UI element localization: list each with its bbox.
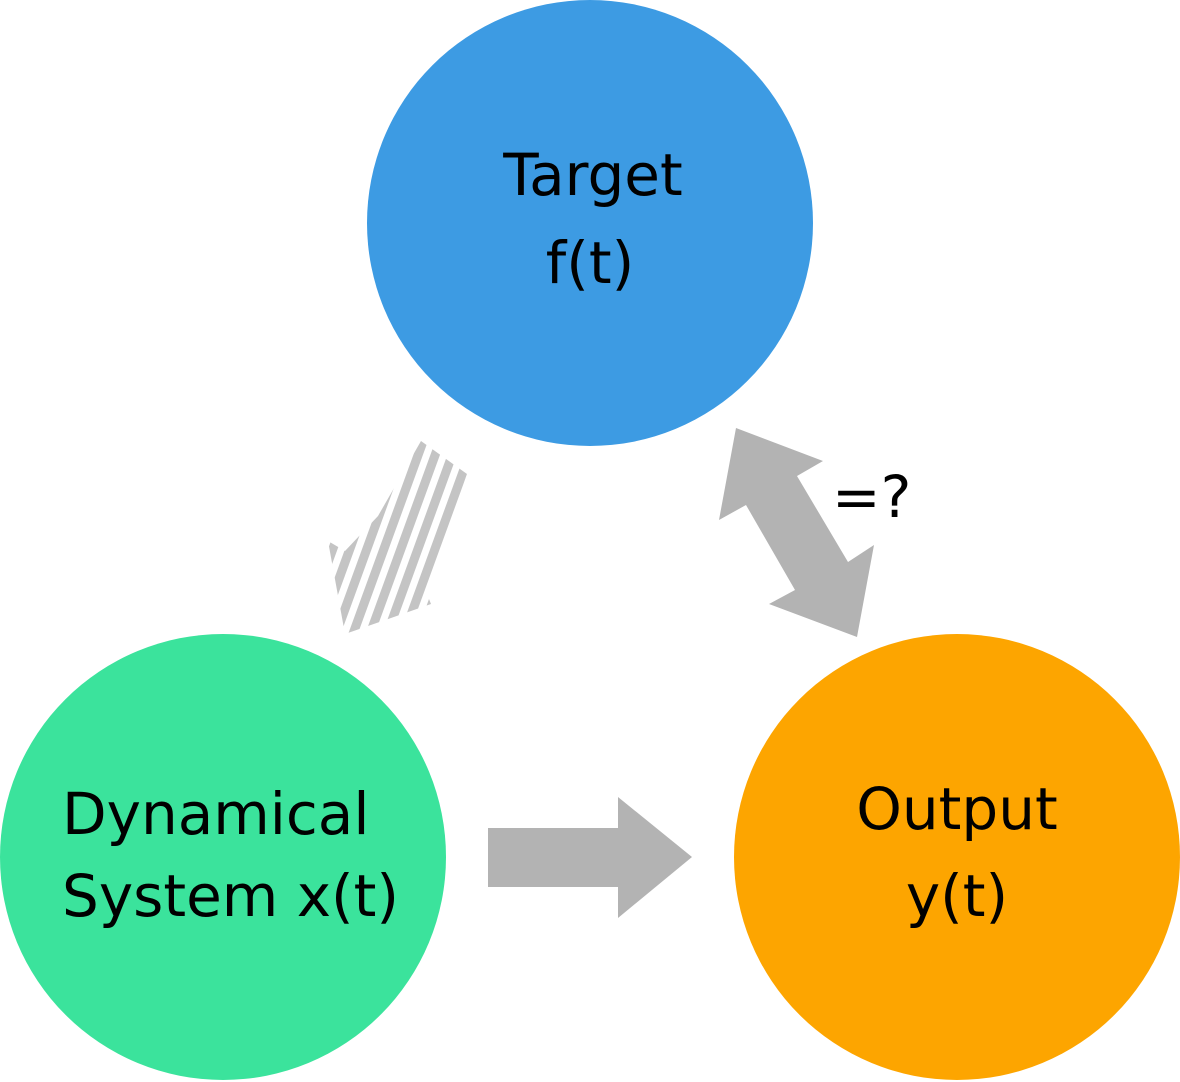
- target-label-line2: f(t): [546, 229, 634, 297]
- target-output-compare-arrow: [719, 428, 874, 637]
- target-node: Target f(t): [367, 0, 813, 446]
- dynamical-system-node: Dynamical System x(t): [0, 634, 446, 1080]
- output-label-line1: Output: [856, 775, 1057, 843]
- target-to-system-hatched-arrow: [328, 441, 467, 634]
- output-label-line2: y(t): [906, 862, 1008, 930]
- dynamical-system-circle: [0, 634, 446, 1080]
- target-label-line1: Target: [502, 141, 682, 209]
- dynamical-system-label-line2: System x(t): [62, 862, 399, 930]
- dynamical-system-label-line1: Dynamical: [62, 780, 369, 848]
- compare-label: =?: [832, 463, 911, 531]
- target-circle: [367, 0, 813, 446]
- output-node: Output y(t): [734, 634, 1180, 1080]
- output-circle: [734, 634, 1180, 1080]
- system-to-output-arrow: [488, 797, 692, 918]
